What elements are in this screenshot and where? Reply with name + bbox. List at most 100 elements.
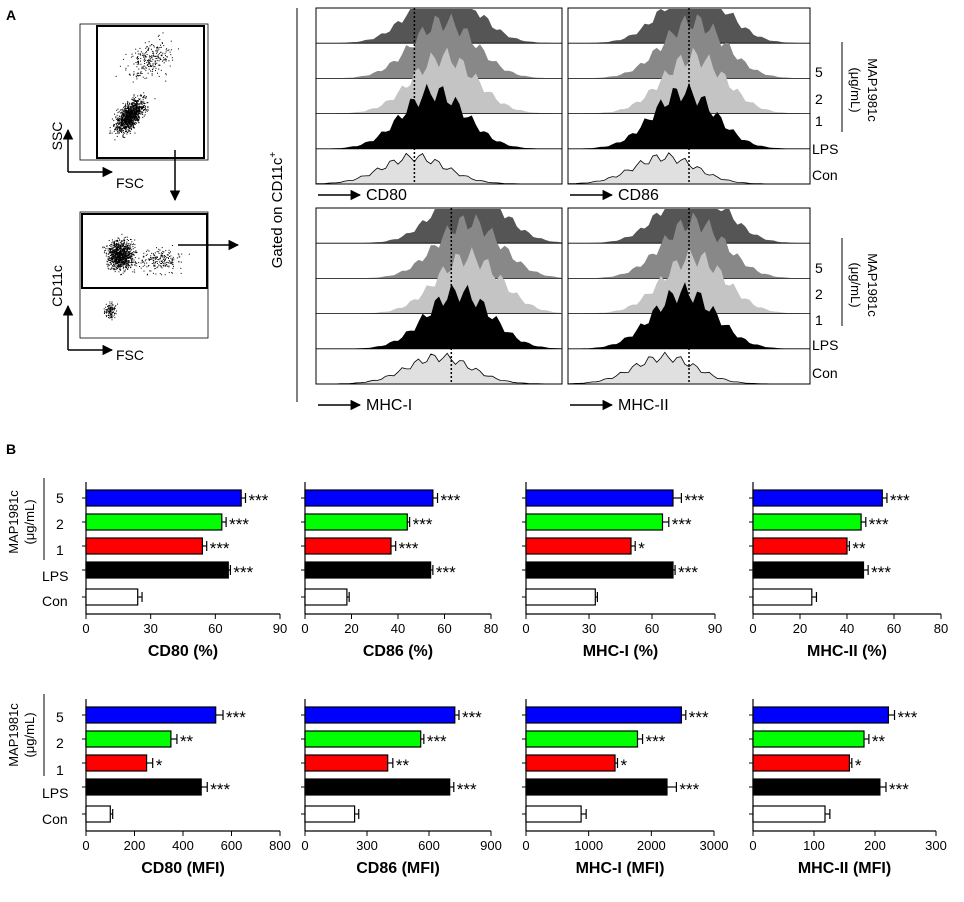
- scatter-dot: [156, 51, 158, 53]
- scatter-dot: [117, 252, 119, 254]
- scatter-dot: [130, 124, 132, 126]
- scatter-dot: [111, 303, 113, 304]
- scatter-dot: [106, 311, 108, 313]
- scatter-dot: [134, 109, 136, 111]
- scatter-dot: [109, 252, 111, 253]
- scatter-dot: [124, 255, 126, 257]
- scatter-dot: [120, 268, 122, 270]
- significance-label: ***: [210, 539, 230, 558]
- scatter-dot: [158, 75, 160, 77]
- x-tick-label: 200: [124, 838, 146, 853]
- scatter-dot: [128, 116, 130, 118]
- scatter-dot: [109, 132, 111, 134]
- scatter-dot: [134, 111, 136, 113]
- scatter-dot: [143, 54, 145, 56]
- scatter-dot: [120, 274, 122, 276]
- scatter-dot: [147, 72, 149, 74]
- scatter-dot: [111, 132, 113, 134]
- scatter-dot: [133, 269, 135, 271]
- scatter-dot: [128, 254, 130, 255]
- scatter-dot: [118, 250, 120, 252]
- scatter-dot: [115, 248, 117, 249]
- scatter-dot: [132, 103, 134, 105]
- scatter-dot: [146, 110, 148, 112]
- scatter-dot: [114, 264, 116, 266]
- scatter-dot: [124, 260, 126, 262]
- significance-label: ***: [413, 515, 433, 534]
- scatter-dot: [147, 64, 149, 66]
- row1-dose-unit: (μg/mL): [22, 499, 37, 544]
- bar-2: [525, 513, 664, 531]
- scatter-dot: [125, 261, 127, 263]
- scatter-dot: [115, 261, 117, 263]
- scatter-dot: [113, 307, 115, 309]
- scatter-dot: [154, 268, 156, 270]
- scatter-dot: [136, 111, 138, 113]
- scatter-dot: [154, 256, 156, 258]
- scatter-dot: [122, 268, 124, 270]
- scatter-dot: [110, 244, 112, 246]
- scatter-dot: [142, 97, 144, 99]
- scatter-dot: [137, 56, 139, 57]
- scatter-dot: [165, 264, 167, 265]
- scatter-dot: [119, 112, 121, 114]
- histogram-mhc-ii: MHC-II: [567, 207, 811, 414]
- scatter-dot: [131, 121, 133, 123]
- scatter-dot: [105, 309, 107, 311]
- scatter-dot: [126, 250, 128, 252]
- scatter-dot: [158, 264, 160, 266]
- scatter-dot: [139, 53, 141, 55]
- scatter-dot: [124, 137, 126, 138]
- scatter-dot: [119, 266, 121, 268]
- scatter-dot: [142, 66, 144, 68]
- scatter-dot: [126, 249, 128, 251]
- scatter-dot: [120, 249, 122, 251]
- scatter-dot: [132, 55, 134, 57]
- scatter-dot: [138, 107, 140, 109]
- scatter-dot: [125, 126, 127, 128]
- scatter-dot: [109, 311, 111, 313]
- scatter-dot: [110, 250, 112, 252]
- scatter-dot: [116, 125, 118, 127]
- scatter-dot: [122, 243, 124, 244]
- scatter-dot: [126, 103, 128, 105]
- scatter-dot: [134, 127, 136, 129]
- scatter-dot: [122, 240, 123, 242]
- scatter-dot: [119, 269, 121, 271]
- scatter-dot: [115, 129, 117, 131]
- scatter-dot: [106, 260, 108, 262]
- scatter-dot: [126, 259, 127, 261]
- scatter-dot: [128, 262, 130, 263]
- scatter-dot: [151, 55, 153, 57]
- scatter-dot: [104, 310, 105, 312]
- scatter-dot: [130, 116, 132, 118]
- scatter-dot: [131, 116, 133, 117]
- scatter-dot: [115, 256, 116, 258]
- scatter-dot: [177, 253, 179, 255]
- scatter-dot: [132, 114, 134, 116]
- scatter-dot: [128, 102, 130, 104]
- scatter-dot: [125, 53, 127, 55]
- scatter-dot: [126, 110, 127, 112]
- scatter-dot: [132, 126, 134, 128]
- scatter-dot: [128, 112, 130, 114]
- scatter-dot: [135, 75, 137, 77]
- scatter-dot: [131, 99, 133, 101]
- scatter-dot: [110, 305, 112, 307]
- scatter-dot: [160, 266, 162, 268]
- scatter-dot: [158, 64, 160, 66]
- scatter-dot: [116, 255, 118, 257]
- scatter-dot: [153, 261, 155, 263]
- scatter-dot: [142, 261, 144, 263]
- bar-con: [85, 588, 139, 606]
- scatter-dot: [133, 253, 135, 255]
- scatter-dot: [121, 124, 123, 126]
- scatter-dot: [138, 106, 140, 108]
- scatter-dot: [159, 261, 161, 263]
- scatter-dot: [140, 267, 142, 269]
- scatter-dot: [107, 308, 109, 310]
- scatter-dot: [111, 257, 113, 259]
- scatter-dot: [138, 122, 140, 124]
- scatter-dot: [152, 69, 153, 71]
